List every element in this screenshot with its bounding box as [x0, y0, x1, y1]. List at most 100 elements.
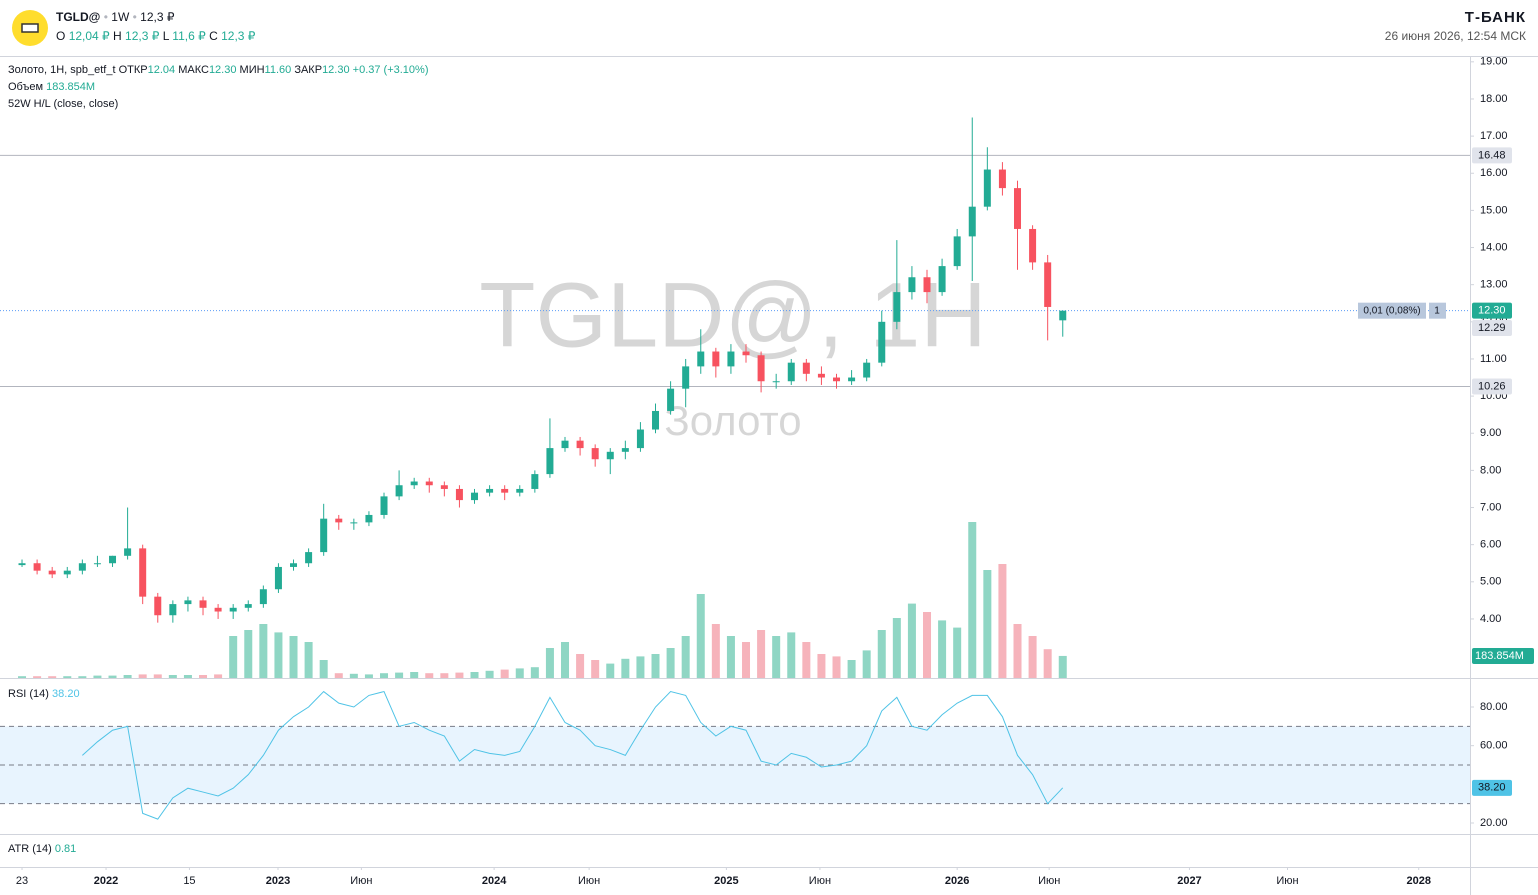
volume-bar: [455, 672, 464, 678]
bid-marker: [1472, 320, 1512, 337]
ohlc-label: C: [209, 29, 218, 43]
candle-group: [18, 117, 1067, 623]
volume-bar: [576, 654, 585, 678]
ohlc-value: 12,3 ₽: [125, 29, 160, 43]
candle-body: [395, 485, 403, 497]
x-tick-label: Июн: [578, 875, 600, 887]
volume-bar: [696, 594, 705, 678]
volume-bar: [847, 660, 856, 678]
candle-body: [154, 596, 162, 616]
interval[interactable]: 1W: [111, 10, 130, 24]
rsi-tick-label: 60.00: [1480, 740, 1508, 752]
y-tick-label: 5.00: [1480, 576, 1501, 588]
y-tick-label: 7.00: [1480, 501, 1501, 513]
candle-body: [1059, 310, 1067, 321]
volume-bar: [711, 624, 720, 678]
volume-bar: [1058, 655, 1067, 678]
volume-bar: [425, 673, 434, 678]
candle-body: [817, 373, 825, 378]
volume-bar: [485, 670, 494, 678]
volume-bar: [123, 675, 132, 678]
volume-name: Объем: [8, 81, 44, 93]
y-tick-label: 19.00: [1480, 56, 1508, 68]
volume-bar: [138, 674, 147, 678]
bid-label: 12.29: [1478, 322, 1506, 334]
candle-body: [576, 440, 584, 449]
volume-bar: [229, 636, 238, 678]
ohlc-value: 11,6 ₽: [172, 29, 206, 43]
y-tick-label: 18.00: [1480, 93, 1508, 105]
y-tick-label: 15.00: [1480, 204, 1508, 216]
volume-bar: [877, 630, 886, 678]
x-tick-label: Июн: [1276, 875, 1298, 887]
candle-body: [727, 351, 735, 367]
y-tick-label: 4.00: [1480, 613, 1501, 625]
candle-body: [712, 351, 720, 367]
rsi-value: 38.20: [52, 688, 80, 700]
rsi-tick-label: 80.00: [1480, 701, 1508, 713]
candle-body: [621, 448, 629, 452]
sep: •: [132, 10, 137, 24]
x-tick-label: 2024: [482, 875, 507, 887]
legend-label: ЗАКР: [294, 64, 323, 76]
legend-label: МИН: [239, 64, 265, 76]
legend-row: Золото, 1H, spb_etf_t ОТКР12.04 МАКС12.3…: [8, 64, 429, 76]
candle-body: [938, 266, 946, 293]
spread: 0,01 (0,08%): [1363, 305, 1420, 316]
legend-value: 12.04: [147, 64, 176, 76]
candle-body: [410, 481, 418, 486]
level-label-bg: [1472, 378, 1512, 395]
volume-bar: [817, 654, 826, 678]
ohlc-value: 12,04 ₽: [68, 29, 110, 43]
volume-bar: [214, 674, 223, 678]
volume-bar: [440, 673, 449, 678]
volume-bar: [18, 676, 27, 678]
candle-body: [561, 440, 569, 449]
level-label-bg: [1472, 147, 1512, 164]
candle-body: [48, 570, 56, 575]
volume-bar: [259, 624, 268, 678]
candle-body: [863, 362, 871, 378]
volume-bar: [48, 676, 57, 678]
x-tick-label: 2022: [94, 875, 118, 887]
ohlc-label: O: [56, 29, 66, 43]
watermark-sub: Золото: [664, 397, 801, 444]
volume-bar: [183, 675, 192, 678]
candle-body: [78, 563, 86, 571]
candle-body: [274, 566, 282, 590]
candle-body: [124, 548, 132, 556]
volume-bar: [787, 632, 796, 678]
volume-bar: [561, 642, 570, 678]
volume-bar: [862, 650, 871, 678]
candle-body: [908, 277, 916, 293]
legend-title: Золото, 1H, spb_etf_t: [8, 64, 116, 76]
layout: [0, 56, 1538, 895]
candle-body: [531, 474, 539, 489]
datetime: 26 июня 2026, 12:54 МСК: [1384, 29, 1526, 43]
candle-body: [199, 600, 207, 608]
candle-body: [757, 355, 765, 382]
volume-bar: [953, 627, 962, 678]
volume-bar: [78, 676, 87, 678]
candle-body: [109, 555, 117, 564]
volume-bar: [470, 672, 479, 678]
candle-body: [244, 604, 252, 608]
volume-label-bg: [1472, 647, 1534, 664]
candle-body: [93, 563, 101, 565]
volume-bar: [244, 630, 253, 678]
rsi-tick-label: 20.00: [1480, 817, 1508, 829]
candle-body: [380, 496, 388, 515]
candle-body: [1044, 262, 1052, 307]
rsi-label-bg: [1472, 779, 1512, 796]
rsi-label: 38.20: [1478, 782, 1506, 794]
ohlc-row: O 12,04 ₽ H 12,3 ₽ L 11,6 ₽ C 12,3 ₽: [56, 29, 255, 43]
volume-bar: [500, 669, 509, 678]
candle-body: [335, 518, 343, 523]
volume-bar: [334, 673, 343, 678]
volume-bar: [621, 658, 630, 678]
candle-body: [606, 451, 614, 460]
candle-body: [440, 485, 448, 489]
candle-body: [350, 522, 358, 524]
